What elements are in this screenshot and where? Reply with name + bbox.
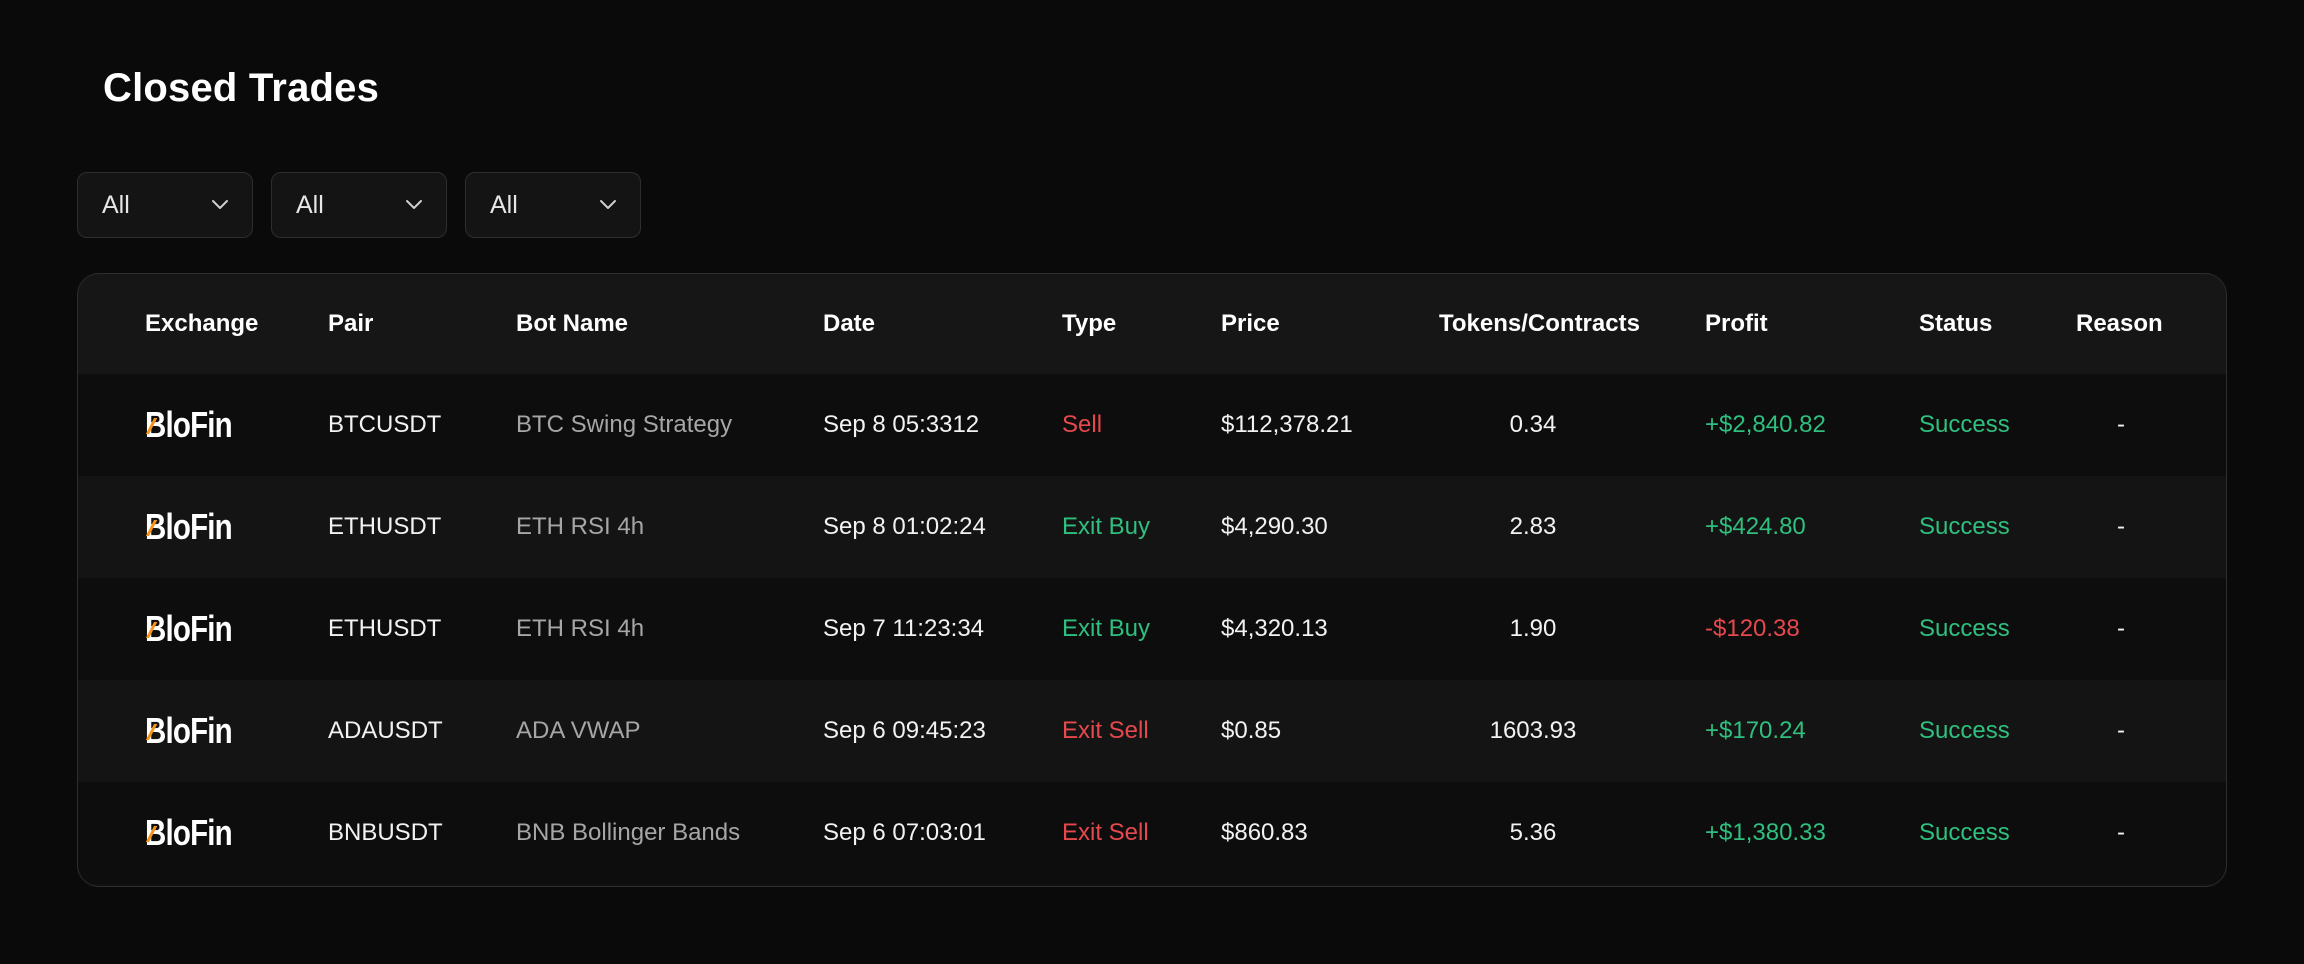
- chevron-down-icon: [210, 195, 230, 215]
- reason-cell: -: [2117, 819, 2125, 846]
- page-title: Closed Trades: [103, 66, 380, 110]
- header-bot-name[interactable]: Bot Name: [516, 310, 629, 337]
- table-row[interactable]: BloFin ETHUSDT ETH RSI 4h Sep 7 11:23:34…: [78, 578, 2226, 680]
- blofin-accent-icon: [145, 418, 158, 434]
- type-cell: Exit Buy: [1062, 615, 1151, 642]
- date-cell: Sep 8 05:3312: [823, 411, 980, 438]
- header-exchange[interactable]: Exchange: [145, 310, 259, 337]
- header-tokens[interactable]: Tokens/Contracts: [1439, 310, 1640, 337]
- header-type[interactable]: Type: [1062, 310, 1117, 337]
- profit-cell: -$120.38: [1705, 615, 1800, 642]
- price-cell: $112,378.21: [1221, 411, 1353, 438]
- status-badge: Success: [1919, 411, 2010, 438]
- table-row[interactable]: BloFin BTCUSDT BTC Swing Strategy Sep 8 …: [78, 374, 2226, 476]
- profit-cell: +$170.24: [1705, 717, 1806, 744]
- pair-cell: ADAUSDT: [328, 717, 443, 744]
- type-cell: Exit Sell: [1062, 819, 1149, 846]
- filter-value: All: [102, 190, 130, 219]
- profit-cell: +$424.80: [1705, 513, 1806, 540]
- table-row[interactable]: BloFin ETHUSDT ETH RSI 4h Sep 8 01:02:24…: [78, 476, 2226, 578]
- status-badge: Success: [1919, 615, 2010, 642]
- price-cell: $860.83: [1221, 819, 1308, 846]
- type-cell: Exit Sell: [1062, 717, 1149, 744]
- exchange-logo: BloFin: [145, 578, 251, 680]
- date-cell: Sep 7 11:23:34: [823, 615, 985, 642]
- bot-name-cell: ADA VWAP: [516, 717, 641, 744]
- blofin-accent-icon: [145, 622, 158, 638]
- pair-cell: BNBUSDT: [328, 819, 443, 846]
- filter-value: All: [296, 190, 324, 219]
- table-header-row: Exchange Pair Bot Name Date Type Price T…: [78, 274, 2226, 374]
- exchange-logo: BloFin: [145, 374, 251, 476]
- exchange-logo: BloFin: [145, 782, 251, 884]
- profit-cell: +$2,840.82: [1705, 411, 1826, 438]
- header-reason[interactable]: Reason: [2076, 310, 2163, 337]
- bot-name-cell: BNB Bollinger Bands: [516, 819, 741, 846]
- exchange-name: BloFin: [145, 608, 233, 649]
- reason-cell: -: [2117, 513, 2125, 540]
- filter-dropdown-2[interactable]: All: [271, 172, 447, 238]
- type-cell: Exit Buy: [1062, 513, 1151, 540]
- price-cell: $4,290.30: [1221, 513, 1328, 540]
- status-badge: Success: [1919, 819, 2010, 846]
- reason-cell: -: [2117, 615, 2125, 642]
- profit-cell: +$1,380.33: [1705, 819, 1826, 846]
- pair-cell: ETHUSDT: [328, 513, 442, 540]
- date-cell: Sep 6 09:45:23: [823, 717, 986, 744]
- filter-value: All: [490, 190, 518, 219]
- table-row[interactable]: BloFin ADAUSDT ADA VWAP Sep 6 09:45:23 E…: [78, 680, 2226, 782]
- reason-cell: -: [2117, 717, 2125, 744]
- status-badge: Success: [1919, 717, 2010, 744]
- bot-name-cell: ETH RSI 4h: [516, 513, 645, 540]
- blofin-accent-icon: [145, 724, 158, 740]
- tokens-cell: 5.36: [1509, 819, 1557, 846]
- type-cell: Sell: [1062, 411, 1103, 438]
- status-badge: Success: [1919, 513, 2010, 540]
- exchange-name: BloFin: [145, 404, 233, 445]
- table-row[interactable]: BloFin BNBUSDT BNB Bollinger Bands Sep 6…: [78, 782, 2226, 884]
- tokens-cell: 1603.93: [1489, 717, 1577, 744]
- exchange-name: BloFin: [145, 710, 233, 751]
- reason-cell: -: [2117, 411, 2125, 438]
- exchange-logo: BloFin: [145, 476, 251, 578]
- filter-bar: All All All: [77, 172, 641, 238]
- blofin-accent-icon: [145, 520, 158, 536]
- closed-trades-table: Exchange Pair Bot Name Date Type Price T…: [77, 273, 2227, 887]
- tokens-cell: 1.90: [1509, 615, 1557, 642]
- bot-name-cell: BTC Swing Strategy: [516, 411, 733, 438]
- chevron-down-icon: [404, 195, 424, 215]
- price-cell: $4,320.13: [1221, 615, 1328, 642]
- date-cell: Sep 6 07:03:01: [823, 819, 986, 846]
- filter-dropdown-1[interactable]: All: [77, 172, 253, 238]
- header-status[interactable]: Status: [1919, 310, 1993, 337]
- tokens-cell: 2.83: [1509, 513, 1557, 540]
- exchange-name: BloFin: [145, 506, 233, 547]
- pair-cell: ETHUSDT: [328, 615, 442, 642]
- exchange-logo: BloFin: [145, 680, 251, 782]
- exchange-name: BloFin: [145, 812, 233, 853]
- price-cell: $0.85: [1221, 717, 1282, 744]
- date-cell: Sep 8 01:02:24: [823, 513, 986, 540]
- header-profit[interactable]: Profit: [1705, 310, 1768, 337]
- header-price[interactable]: Price: [1221, 310, 1280, 337]
- header-pair[interactable]: Pair: [328, 310, 374, 337]
- header-date[interactable]: Date: [823, 310, 876, 337]
- pair-cell: BTCUSDT: [328, 411, 442, 438]
- filter-dropdown-3[interactable]: All: [465, 172, 641, 238]
- chevron-down-icon: [598, 195, 618, 215]
- bot-name-cell: ETH RSI 4h: [516, 615, 645, 642]
- tokens-cell: 0.34: [1509, 411, 1557, 438]
- blofin-accent-icon: [145, 826, 158, 842]
